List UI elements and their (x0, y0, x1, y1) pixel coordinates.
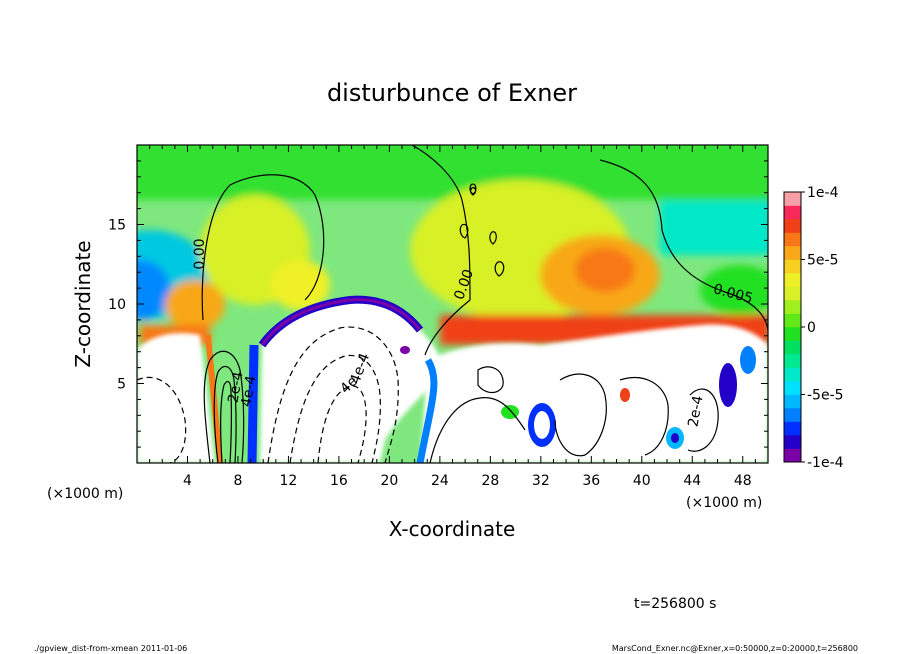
colorbar-swatch (784, 340, 801, 355)
colorbar-swatch (784, 448, 801, 463)
contour-negative-1 (267, 326, 399, 463)
y-tick-label: 5 (117, 377, 126, 393)
colorbar-swatch (784, 286, 801, 301)
colorbar-swatch (784, 367, 801, 382)
contour-right-5 (477, 366, 504, 394)
x-tick-label: 48 (734, 473, 752, 489)
x-tick-label: 12 (280, 473, 298, 489)
colorbar-swatch (784, 313, 801, 328)
colorbar-swatch (784, 232, 801, 247)
contour-zero-left (201, 174, 325, 321)
contour-label: 2e-4 (685, 394, 706, 428)
high-value-region-right (420, 324, 768, 463)
contour-zero-right (599, 159, 768, 331)
x-tick-label: 36 (582, 473, 600, 489)
x-tick-label: 32 (532, 473, 550, 489)
x-tick-label: 16 (330, 473, 348, 489)
contour-positive-2 (213, 365, 237, 463)
colorbar-swatch (784, 273, 801, 287)
contour-right-1 (429, 397, 526, 463)
x-tick-label: 40 (633, 473, 651, 489)
x-axis-unit-right: (×1000 m) (686, 495, 762, 511)
contour-negative-3 (317, 385, 367, 463)
contour-island-4 (470, 187, 477, 196)
contour-label: 2e-4 (225, 370, 246, 404)
contour-positive-3 (220, 380, 233, 463)
colorbar: 1e-4 5e-5 0 -5e-5 -1e-4 (783, 185, 844, 471)
colorbar-swatch (784, 192, 801, 206)
footer-right: MarsCond_Exner.nc@Exner,x=0:50000,z=0:20… (612, 644, 858, 653)
contour-lines (137, 145, 768, 463)
x-axis: 4 8 12 16 20 24 28 32 36 40 44 48 (149, 145, 756, 489)
colorbar-swatch (784, 381, 801, 395)
contour-island-3 (494, 261, 505, 277)
chart-title: disturbunce of Exner (327, 79, 577, 107)
contour-right-4 (687, 388, 719, 452)
colorbar-swatch (784, 327, 801, 341)
colorbar-swatch (784, 421, 801, 436)
x-tick-label: 28 (481, 473, 499, 489)
contour-negative-left (137, 376, 187, 463)
colorbar-swatch (784, 394, 801, 409)
x-tick-label: 24 (431, 473, 449, 489)
x-tick-label: 20 (380, 473, 398, 489)
contour-zero-center (411, 145, 471, 356)
time-label: t=256800 s (634, 596, 716, 612)
footer-left: ./gpview_dist-from-xmean 2011-01-06 (34, 644, 187, 653)
x-axis-unit-left: (×1000 m) (47, 486, 123, 502)
colorbar-swatch (784, 205, 801, 220)
colorbar-swatch (784, 408, 801, 422)
contour-label: 0 (469, 182, 478, 198)
x-tick-label: 44 (683, 473, 701, 489)
contour-label: 0.00 (192, 238, 208, 269)
contour-right-3 (619, 377, 669, 456)
colorbar-tick-label: -1e-4 (807, 455, 844, 471)
colorbar-swatch (784, 219, 801, 233)
heatmap-field (137, 145, 768, 463)
colorbar-swatch (784, 246, 801, 260)
y-tick-label: 15 (108, 218, 126, 234)
x-axis-label: X-coordinate (389, 517, 516, 541)
colorbar-tick-label: 0 (807, 320, 816, 336)
colorbar-swatch (784, 354, 801, 368)
contour-label: 4e-4 (238, 374, 259, 408)
colorbar-swatch (784, 300, 801, 314)
y-axis: 5 10 15 (108, 160, 768, 448)
contour-island-1 (459, 223, 469, 239)
contour-right-2 (554, 373, 607, 457)
x-tick-label: 4 (183, 473, 192, 489)
colorbar-swatch (784, 259, 801, 274)
contour-island-2 (489, 231, 497, 245)
x-tick-label: 8 (233, 473, 242, 489)
contour-positive-1 (203, 350, 245, 463)
y-axis-label: Z-coordinate (71, 240, 95, 367)
high-value-region-left (137, 333, 215, 463)
colorbar-tick-label: 1e-4 (807, 185, 839, 201)
colorbar-tick-label: 5e-5 (807, 253, 838, 269)
colorbar-tick-label: -5e-5 (807, 388, 844, 404)
contour-negative-2 (289, 354, 381, 463)
y-tick-label: 10 (108, 297, 126, 313)
colorbar-swatch (784, 435, 801, 449)
